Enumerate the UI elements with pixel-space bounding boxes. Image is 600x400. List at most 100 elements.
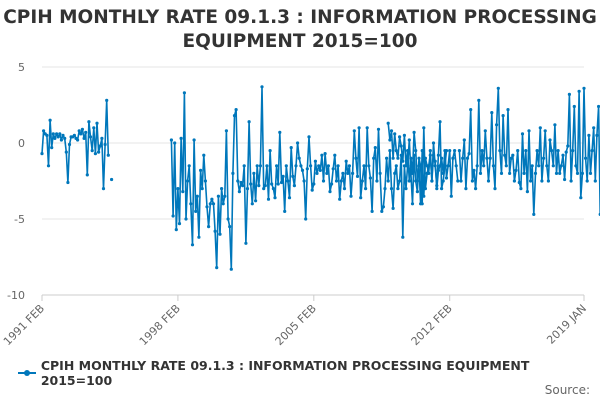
data-point	[532, 212, 536, 216]
data-point	[367, 164, 371, 168]
legend-swatch-icon	[18, 367, 36, 379]
data-point	[318, 168, 322, 172]
data-point	[516, 149, 520, 153]
legend[interactable]: CPIH MONTHLY RATE 09.1.3 : INFORMATION P…	[18, 358, 600, 388]
data-point	[186, 179, 190, 183]
data-point	[448, 149, 452, 153]
data-point	[566, 144, 570, 148]
data-point	[352, 129, 356, 133]
data-point	[417, 156, 421, 160]
data-point	[283, 209, 287, 213]
data-point	[508, 171, 512, 175]
data-point	[187, 164, 191, 168]
x-tick-label: 1991 FEB	[1, 302, 47, 348]
data-point	[462, 138, 466, 142]
data-point	[95, 121, 99, 125]
data-point	[564, 150, 568, 154]
data-point	[100, 136, 104, 140]
data-point	[192, 138, 196, 142]
data-point	[294, 164, 298, 168]
data-point	[297, 156, 301, 160]
data-point	[279, 180, 284, 185]
data-point	[571, 149, 575, 153]
data-point	[394, 149, 398, 153]
data-point	[383, 187, 387, 191]
data-point	[472, 168, 476, 172]
data-point	[317, 164, 321, 168]
data-point	[457, 149, 461, 153]
data-point	[223, 194, 227, 198]
x-tick-label: 1998 FEB	[137, 302, 183, 348]
data-point	[488, 156, 492, 160]
data-point	[265, 164, 269, 168]
data-point	[40, 152, 44, 156]
data-point	[431, 141, 436, 145]
data-point	[244, 241, 248, 245]
data-point	[569, 179, 573, 183]
data-point	[344, 159, 348, 163]
data-point	[231, 171, 235, 175]
data-point	[456, 179, 460, 183]
data-point	[258, 164, 262, 168]
data-point	[220, 187, 224, 191]
data-point	[228, 225, 232, 229]
data-point	[590, 149, 594, 153]
data-point	[577, 89, 581, 93]
data-point	[391, 206, 395, 210]
data-point	[241, 184, 245, 188]
data-point	[76, 138, 80, 142]
source-label: Source:	[544, 383, 590, 397]
data-point	[46, 164, 51, 168]
data-point	[190, 243, 195, 247]
series-line[interactable]	[40, 85, 600, 271]
data-point	[208, 202, 212, 206]
data-point	[459, 179, 463, 183]
data-point	[197, 235, 201, 239]
data-point	[275, 164, 279, 168]
data-point	[595, 133, 599, 137]
data-point	[422, 194, 426, 198]
data-point	[483, 129, 487, 133]
data-point	[480, 149, 484, 153]
data-point	[436, 168, 440, 172]
data-point	[406, 149, 410, 153]
data-point	[179, 136, 183, 140]
data-point	[465, 156, 470, 160]
data-point	[533, 171, 538, 175]
data-point	[252, 171, 256, 175]
data-point	[375, 179, 379, 183]
data-point	[333, 153, 337, 157]
data-point	[195, 194, 199, 198]
data-point	[551, 164, 555, 168]
data-point	[388, 149, 392, 153]
data-point	[503, 153, 507, 157]
data-point	[584, 156, 588, 160]
data-point	[520, 132, 525, 136]
data-point	[207, 225, 211, 229]
data-point	[498, 149, 502, 153]
data-point	[542, 156, 546, 160]
data-point	[575, 171, 580, 175]
data-point	[398, 179, 402, 183]
data-point	[50, 146, 54, 150]
data-point	[378, 171, 382, 175]
data-point	[396, 156, 400, 160]
data-point	[490, 111, 494, 115]
data-point	[59, 138, 64, 142]
data-point	[66, 180, 70, 185]
data-point	[169, 138, 173, 142]
data-point	[368, 176, 372, 180]
data-point	[449, 194, 453, 198]
data-point	[273, 196, 277, 200]
data-point	[232, 114, 237, 118]
data-point	[338, 197, 342, 201]
data-point	[357, 126, 361, 130]
grid-lines	[42, 66, 584, 220]
data-point	[385, 156, 389, 160]
data-point	[535, 149, 539, 153]
data-point	[464, 187, 468, 191]
x-tick-label: 2019 JAN	[544, 302, 589, 347]
data-point	[433, 159, 437, 163]
data-point	[519, 187, 523, 191]
data-point	[63, 136, 67, 140]
